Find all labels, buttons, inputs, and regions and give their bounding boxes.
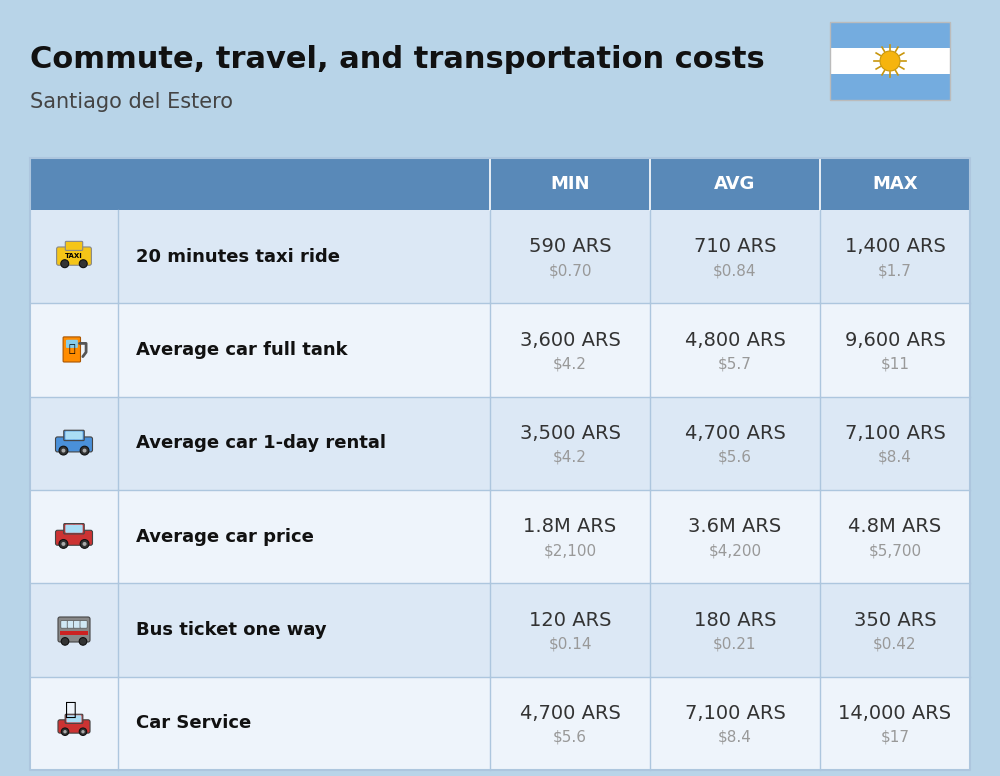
Text: 9,600 ARS: 9,600 ARS	[845, 331, 945, 349]
Text: $11: $11	[881, 356, 910, 372]
Text: 14,000 ARS: 14,000 ARS	[838, 704, 952, 722]
Text: 3,500 ARS: 3,500 ARS	[520, 424, 620, 443]
FancyBboxPatch shape	[74, 525, 83, 533]
FancyBboxPatch shape	[64, 430, 84, 441]
Text: 20 minutes taxi ride: 20 minutes taxi ride	[136, 248, 340, 265]
Text: $4.2: $4.2	[553, 450, 587, 465]
FancyBboxPatch shape	[58, 720, 90, 733]
FancyBboxPatch shape	[61, 621, 68, 629]
Circle shape	[61, 449, 65, 452]
FancyBboxPatch shape	[30, 584, 970, 677]
Text: 4,700 ARS: 4,700 ARS	[520, 704, 620, 722]
Circle shape	[61, 542, 65, 546]
Text: 350 ARS: 350 ARS	[854, 611, 936, 629]
FancyBboxPatch shape	[30, 490, 970, 584]
Circle shape	[80, 539, 89, 549]
FancyBboxPatch shape	[30, 303, 970, 397]
Text: 120 ARS: 120 ARS	[529, 611, 611, 629]
Text: MIN: MIN	[550, 175, 590, 193]
FancyBboxPatch shape	[63, 337, 80, 362]
Circle shape	[83, 542, 87, 546]
Circle shape	[880, 51, 900, 71]
Circle shape	[80, 446, 89, 455]
Text: 180 ARS: 180 ARS	[694, 611, 776, 629]
Text: 4.8M ARS: 4.8M ARS	[848, 517, 942, 536]
Text: 1.8M ARS: 1.8M ARS	[523, 517, 617, 536]
Text: Bus ticket one way: Bus ticket one way	[136, 621, 327, 639]
FancyBboxPatch shape	[80, 621, 87, 629]
FancyBboxPatch shape	[30, 158, 970, 210]
FancyBboxPatch shape	[65, 714, 83, 723]
Text: Santiago del Estero: Santiago del Estero	[30, 92, 233, 112]
Text: AVG: AVG	[714, 175, 756, 193]
FancyBboxPatch shape	[65, 525, 74, 533]
Text: 4,800 ARS: 4,800 ARS	[685, 331, 785, 349]
Text: $5.7: $5.7	[718, 356, 752, 372]
Text: $8.4: $8.4	[878, 450, 912, 465]
Text: 7,100 ARS: 7,100 ARS	[845, 424, 945, 443]
Text: $4.2: $4.2	[553, 356, 587, 372]
Text: 7,100 ARS: 7,100 ARS	[685, 704, 785, 722]
FancyBboxPatch shape	[30, 210, 970, 303]
FancyBboxPatch shape	[74, 715, 82, 722]
FancyBboxPatch shape	[830, 48, 950, 74]
Circle shape	[61, 638, 69, 645]
Circle shape	[83, 449, 87, 452]
Text: $0.42: $0.42	[873, 636, 917, 652]
Text: $8.4: $8.4	[718, 730, 752, 745]
Text: $5.6: $5.6	[553, 730, 587, 745]
FancyBboxPatch shape	[64, 524, 84, 534]
Circle shape	[59, 539, 68, 549]
Text: $0.70: $0.70	[548, 263, 592, 278]
Circle shape	[63, 730, 67, 733]
FancyBboxPatch shape	[58, 617, 90, 642]
FancyBboxPatch shape	[830, 22, 950, 48]
FancyBboxPatch shape	[60, 631, 88, 635]
FancyBboxPatch shape	[30, 677, 970, 770]
FancyBboxPatch shape	[74, 431, 83, 439]
Text: 3.6M ARS: 3.6M ARS	[688, 517, 782, 536]
Text: Average car price: Average car price	[136, 528, 314, 546]
Text: $5.6: $5.6	[718, 450, 752, 465]
Text: TAXI: TAXI	[65, 253, 83, 258]
Text: 4,700 ARS: 4,700 ARS	[685, 424, 785, 443]
Circle shape	[59, 446, 68, 455]
Circle shape	[79, 638, 87, 645]
FancyBboxPatch shape	[67, 621, 74, 629]
FancyBboxPatch shape	[65, 431, 74, 439]
Text: $17: $17	[881, 730, 910, 745]
Text: 🔧: 🔧	[65, 700, 77, 719]
FancyBboxPatch shape	[66, 715, 74, 722]
Text: Commute, travel, and transportation costs: Commute, travel, and transportation cost…	[30, 45, 765, 74]
Circle shape	[61, 728, 69, 736]
FancyBboxPatch shape	[66, 340, 78, 348]
FancyBboxPatch shape	[74, 621, 81, 629]
Text: MAX: MAX	[872, 175, 918, 193]
Text: $1.7: $1.7	[878, 263, 912, 278]
Text: 590 ARS: 590 ARS	[529, 237, 611, 256]
Text: 3,600 ARS: 3,600 ARS	[520, 331, 620, 349]
Text: $0.14: $0.14	[548, 636, 592, 652]
Text: $0.21: $0.21	[713, 636, 757, 652]
Text: 710 ARS: 710 ARS	[694, 237, 776, 256]
Text: $5,700: $5,700	[868, 543, 922, 558]
Text: Average car 1-day rental: Average car 1-day rental	[136, 435, 386, 452]
Circle shape	[61, 260, 69, 268]
Text: 1,400 ARS: 1,400 ARS	[845, 237, 945, 256]
Circle shape	[79, 728, 87, 736]
Text: Average car full tank: Average car full tank	[136, 341, 348, 359]
FancyBboxPatch shape	[30, 397, 970, 490]
Text: Car Service: Car Service	[136, 715, 251, 733]
FancyBboxPatch shape	[57, 247, 91, 265]
FancyBboxPatch shape	[56, 437, 92, 452]
FancyBboxPatch shape	[830, 74, 950, 100]
Circle shape	[79, 260, 87, 268]
Text: $0.84: $0.84	[713, 263, 757, 278]
Text: $2,100: $2,100	[543, 543, 597, 558]
Text: 💧: 💧	[68, 344, 75, 354]
Circle shape	[81, 730, 85, 733]
FancyBboxPatch shape	[65, 241, 83, 251]
Text: $4,200: $4,200	[708, 543, 762, 558]
FancyBboxPatch shape	[56, 530, 92, 546]
